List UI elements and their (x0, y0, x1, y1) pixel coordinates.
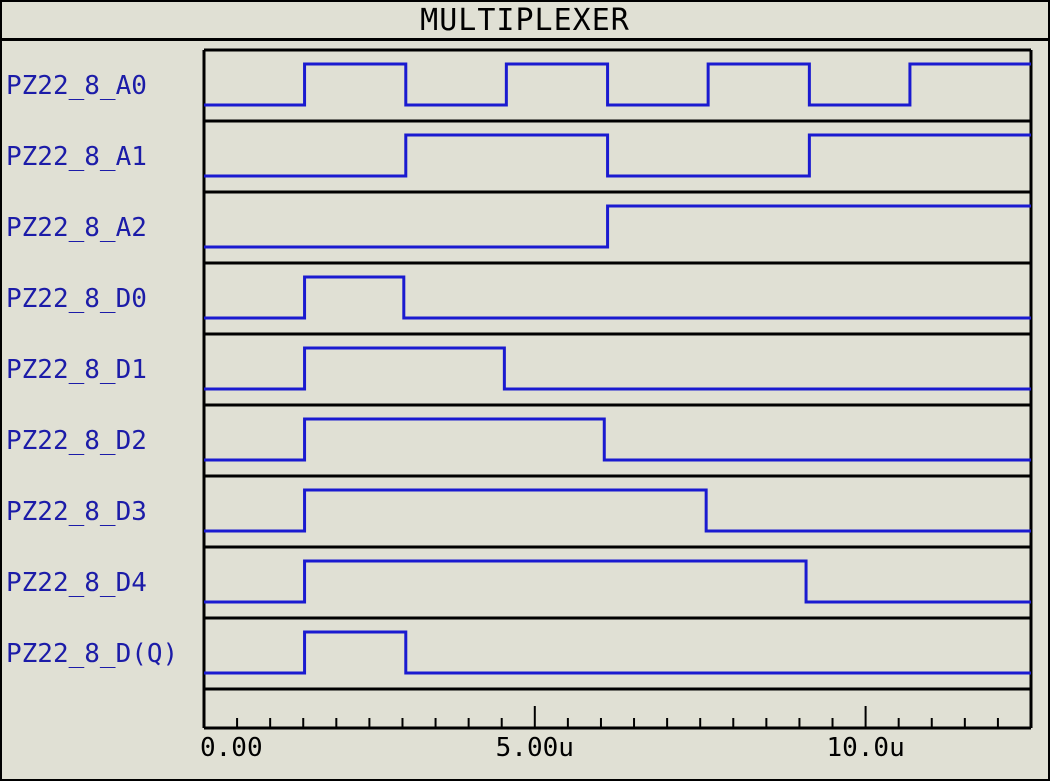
waveform-pz22-8-d3 (204, 488, 1031, 533)
signal-label: PZ22_8_D1 (6, 355, 147, 385)
waveform-pz22-8-d2 (204, 417, 1031, 462)
waveform-pz22-8-a1 (204, 133, 1031, 178)
signal-label: PZ22_8_D2 (6, 426, 147, 456)
signal-label: PZ22_8_D0 (6, 284, 147, 314)
waveform-pz22-8-d0 (204, 275, 1031, 320)
signal-label: PZ22_8_D4 (6, 568, 147, 598)
waveform-pz22-8-d4 (204, 559, 1031, 604)
signal-label: PZ22_8_D(Q) (6, 639, 179, 669)
x-tick-label: 0.00 (200, 733, 263, 763)
signal-label: PZ22_8_A0 (6, 71, 147, 101)
waveform-pz22-8-d1 (204, 346, 1031, 391)
waveform-pz22-8-a0 (204, 62, 1031, 107)
waveform-pz22-8-a2 (204, 204, 1031, 249)
signal-label: PZ22_8_A1 (6, 142, 147, 172)
chart-title: MULTIPLEXER (420, 3, 630, 38)
x-tick-label: 10.0u (826, 733, 905, 763)
signal-label: PZ22_8_D3 (6, 497, 147, 527)
x-tick-label: 5.00u (495, 733, 574, 763)
waveform-pz22-8-d-q- (204, 630, 1031, 675)
signal-label: PZ22_8_A2 (6, 213, 147, 243)
